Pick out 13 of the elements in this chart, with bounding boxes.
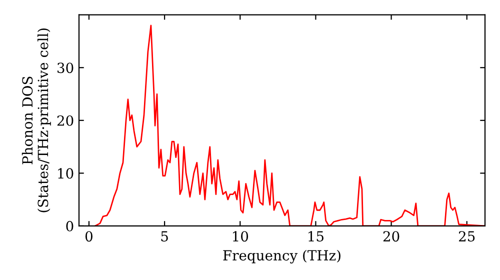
y-tick-label: 0 <box>66 220 74 232</box>
line-series <box>94 24 485 226</box>
y-tick-label: 30 <box>58 62 74 74</box>
y-tick-label: 10 <box>58 168 74 179</box>
y-axis-title: Phonon DOS (States/THz·primitive cell) <box>22 28 51 212</box>
x-tick-label: 0 <box>85 231 92 242</box>
x-tick-label: 25 <box>458 231 475 242</box>
x-tick-label: 5 <box>161 231 168 242</box>
x-axis-title: Frequency (THz) <box>223 250 340 264</box>
x-tick-label: 20 <box>383 231 400 242</box>
y-tick-label: 20 <box>57 115 74 126</box>
x-tick-label: 15 <box>308 231 324 242</box>
x-tick-label: 10 <box>232 231 248 242</box>
